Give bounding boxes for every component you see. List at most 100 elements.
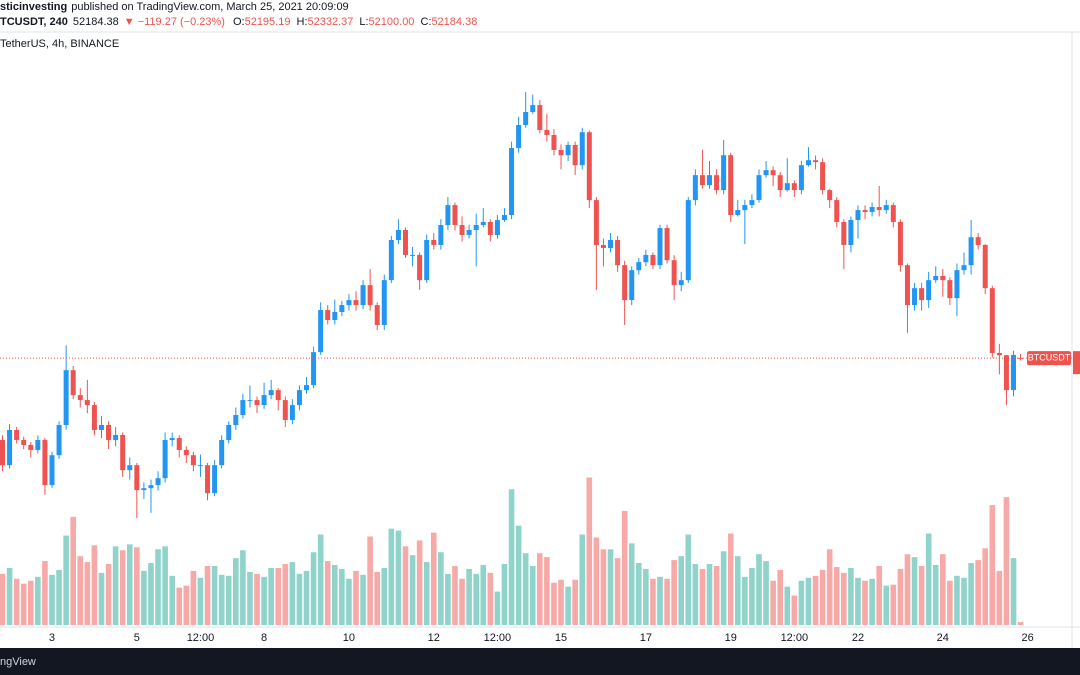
volume-bar <box>6 567 13 625</box>
candle-body <box>699 175 705 186</box>
volume-bar <box>423 562 430 625</box>
volume-bar <box>692 564 699 625</box>
volume-bar <box>989 505 996 625</box>
candle-body <box>261 395 267 406</box>
candle-body <box>388 239 394 281</box>
candle-body <box>395 230 401 240</box>
volume-bar <box>169 575 175 625</box>
volume-bar <box>13 578 20 625</box>
volume-bar <box>975 560 981 625</box>
candle-body <box>763 170 769 176</box>
candle-body <box>558 149 564 156</box>
candle-body <box>798 165 804 191</box>
volume-bar <box>798 580 805 625</box>
volume-bar <box>968 563 974 625</box>
candle-body <box>49 455 55 486</box>
candle-body <box>332 311 338 321</box>
volume-bar <box>1003 497 1010 625</box>
candle-body <box>1003 355 1009 391</box>
volume-bar <box>819 569 826 625</box>
candle-body <box>169 438 175 440</box>
volume-bar <box>763 561 769 625</box>
candle-body <box>827 190 833 201</box>
candle-body <box>643 254 649 263</box>
c-label: C: <box>420 16 431 28</box>
volume-bar <box>961 577 967 625</box>
footer-bar <box>0 648 1080 675</box>
volume-bar <box>544 557 550 625</box>
candle-body <box>304 385 310 391</box>
volume-bar <box>614 558 621 625</box>
candle-body <box>219 439 225 466</box>
candle-body <box>671 260 677 286</box>
candle-body <box>402 230 408 255</box>
volume-bar <box>473 573 479 625</box>
candle-body <box>21 439 27 445</box>
volume-bar <box>699 568 706 625</box>
candle-body <box>961 265 967 271</box>
candle-body <box>565 144 571 156</box>
candle-body <box>268 390 274 396</box>
candle-body <box>77 395 83 401</box>
candle-body <box>890 205 896 222</box>
candle-body <box>190 455 196 466</box>
volume-bar <box>261 576 267 625</box>
footer-logo: ngView <box>0 656 36 668</box>
volume-bar <box>911 557 918 625</box>
candle-body <box>756 175 762 201</box>
candle-body <box>120 434 126 471</box>
candle-body <box>7 429 13 466</box>
volume-bar <box>678 556 685 625</box>
volume-bar <box>947 580 953 625</box>
volume-bar <box>777 569 783 625</box>
volume-bar <box>77 556 84 625</box>
author: sticinvesting <box>0 1 67 13</box>
volume-bar <box>904 554 911 625</box>
volume-bar <box>303 570 310 625</box>
volume-bar <box>940 554 946 625</box>
volume-bar <box>339 568 345 625</box>
volume-bar <box>381 567 388 625</box>
candle-body <box>28 444 34 450</box>
candle-body <box>487 221 493 235</box>
candle-body <box>600 244 606 249</box>
candle-body <box>296 390 302 406</box>
h-label: H: <box>296 16 307 28</box>
volume-bar <box>897 568 904 625</box>
volume-bar <box>148 563 154 625</box>
candle-body <box>897 221 903 266</box>
candle-body <box>707 175 712 186</box>
symbol: TCUSDT, 240 <box>0 16 68 28</box>
l-label: L: <box>359 16 368 28</box>
volume-bar <box>918 566 925 625</box>
description: TetherUS, 4h, BINANCE <box>0 38 119 50</box>
candle-body <box>197 465 203 467</box>
candle-body <box>855 210 861 221</box>
x-tick-label: 12:00 <box>484 632 512 644</box>
volume-bar <box>607 549 614 625</box>
volume-bar <box>862 580 868 625</box>
volume-bar <box>565 586 571 625</box>
candle-body <box>664 228 670 261</box>
volume-bar <box>211 566 218 625</box>
volume-bar <box>572 579 578 625</box>
candle-body <box>417 254 423 281</box>
volume-bar <box>289 562 296 625</box>
candle-body <box>431 239 437 245</box>
candle-body <box>98 425 104 430</box>
candle-body <box>544 130 550 135</box>
candle-body <box>805 160 811 166</box>
candle-body <box>523 112 529 126</box>
volume-bar <box>374 571 381 625</box>
volume-bar <box>586 477 593 625</box>
candle-body <box>629 270 635 301</box>
candle-body <box>622 265 628 301</box>
candle-body <box>14 429 20 440</box>
candle-body <box>410 254 416 256</box>
volume-bar <box>275 567 282 625</box>
volume-bar <box>331 565 338 625</box>
volume-bar <box>162 546 168 625</box>
volume-bar <box>430 532 437 625</box>
candle-body <box>692 175 698 201</box>
volume-bar <box>848 567 854 625</box>
